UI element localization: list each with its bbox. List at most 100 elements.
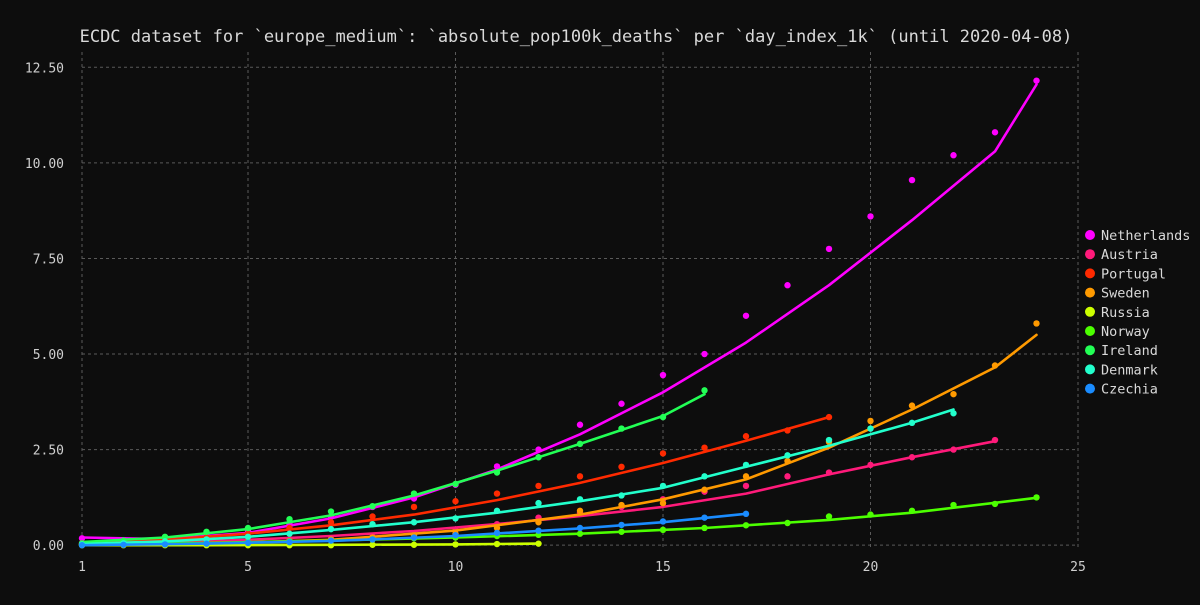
data-point-austria [784,473,791,480]
data-point-czechia [327,537,335,544]
legend-label: Portugal [1101,266,1166,282]
data-point-czechia [701,514,708,521]
data-point-czechia [535,527,542,534]
legend: Netherlands Austria Portugal Sweden Russia No… [1085,228,1190,398]
data-point-russia [327,541,335,549]
data-point-czechia [576,524,584,532]
data-point-austria [908,454,916,461]
x-tick-label: 1 [78,560,86,575]
data-point-denmark [867,425,874,432]
x-tick-label: 5 [244,560,252,575]
legend-item-czechia[interactable]: Czechia [1085,382,1158,398]
data-point-norway [1033,494,1040,501]
data-point-netherlands [78,535,86,542]
data-point-denmark [908,419,916,427]
data-point-portugal [701,444,708,451]
legend-marker [1085,306,1095,317]
y-tick-label: 10.00 [25,157,64,172]
data-point-czechia [369,536,376,543]
data-point-portugal [410,503,418,511]
data-point-sweden [784,457,791,465]
y-tick-label: 0.00 [33,539,64,554]
data-point-norway [701,524,708,532]
data-point-denmark [535,499,542,507]
data-point-portugal [659,450,667,457]
data-point-netherlands [991,129,999,136]
data-point-austria [950,446,957,453]
data-point-ireland [659,413,667,421]
series-layer [78,77,1040,549]
data-point-austria [867,461,874,469]
data-point-portugal [618,463,625,471]
legend-label: Norway [1101,324,1150,340]
data-point-denmark [327,525,335,533]
data-point-portugal [784,427,791,434]
data-point-denmark [369,520,376,528]
data-point-austria [825,469,833,476]
legend-marker [1085,345,1095,356]
data-point-norway [659,526,667,534]
data-point-norway [742,522,750,529]
legend-item-ireland[interactable]: Ireland [1085,343,1158,359]
data-point-portugal [327,519,335,526]
legend-item-norway[interactable]: Norway [1085,324,1150,340]
legend-item-portugal[interactable]: Portugal [1085,266,1166,282]
legend-label: Denmark [1101,362,1158,378]
data-point-denmark [244,533,252,540]
data-point-czechia [120,541,127,548]
data-point-sweden [701,486,708,493]
y-tick-label: 2.50 [33,444,64,459]
legend-item-netherlands[interactable]: Netherlands [1085,228,1190,244]
data-point-ireland [701,387,708,394]
legend-marker [1085,268,1095,279]
data-point-russia [535,540,542,547]
legend-item-sweden[interactable]: Sweden [1085,286,1150,302]
legend-label: Austria [1101,247,1158,263]
legend-marker [1085,287,1095,298]
legend-item-denmark[interactable]: Denmark [1085,362,1158,378]
data-point-denmark [576,496,584,503]
data-point-denmark [784,452,791,459]
x-tick-label: 25 [1070,560,1086,575]
data-point-portugal [286,524,293,532]
data-point-czechia [286,538,293,546]
legend-marker [1085,364,1095,375]
legend-marker [1085,230,1095,240]
data-point-sweden [493,524,501,532]
data-point-czechia [410,534,418,541]
data-point-denmark [950,410,957,417]
data-point-sweden [742,473,750,480]
legend-label: Czechia [1101,382,1158,398]
data-point-norway [867,511,874,518]
legend-item-austria[interactable]: Austria [1085,247,1158,263]
data-point-ireland [452,480,459,488]
data-point-sweden [908,402,916,409]
legend-label: Ireland [1101,343,1158,359]
series-czechia [78,510,750,549]
data-point-sweden [618,501,625,509]
data-point-portugal [576,473,584,480]
legend-label: Russia [1101,305,1150,321]
data-point-portugal [535,482,542,490]
data-point-czechia [161,541,169,548]
y-tick-label: 5.00 [33,348,64,363]
data-point-czechia [78,541,86,549]
data-point-ireland [203,528,210,535]
x-tick-label: 15 [655,560,671,575]
data-point-netherlands [1033,77,1040,84]
legend-item-russia[interactable]: Russia [1085,305,1150,321]
x-tick-label: 20 [863,560,879,575]
data-point-portugal [452,498,459,505]
data-point-sweden [950,390,957,398]
data-point-netherlands [535,446,542,453]
data-point-norway [908,507,916,514]
legend-marker [1085,383,1095,394]
data-point-denmark [410,519,418,526]
data-point-austria [991,436,999,444]
data-point-netherlands [825,245,833,253]
data-point-netherlands [701,350,708,358]
